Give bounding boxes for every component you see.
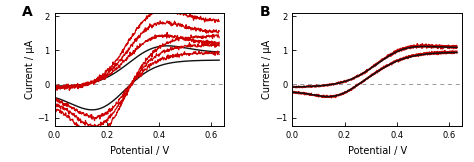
Y-axis label: Current / μA: Current / μA [263,40,273,99]
Y-axis label: Current / μA: Current / μA [25,40,35,99]
X-axis label: Potential / V: Potential / V [110,146,169,156]
Text: B: B [260,5,271,19]
Text: A: A [22,5,33,19]
X-axis label: Potential / V: Potential / V [347,146,407,156]
